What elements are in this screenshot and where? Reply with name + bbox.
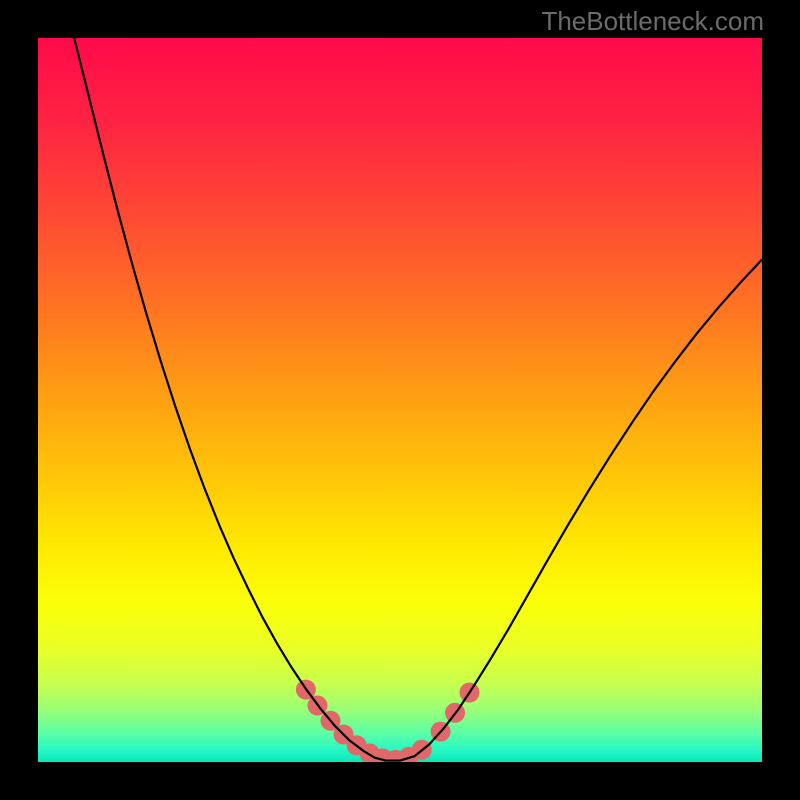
chart-stage: TheBottleneck.com bbox=[0, 0, 800, 800]
bottleneck-curve bbox=[74, 38, 762, 761]
watermark-text: TheBottleneck.com bbox=[541, 6, 764, 37]
plot-area bbox=[38, 38, 762, 762]
curve-layer bbox=[38, 38, 762, 762]
marker-group bbox=[296, 680, 480, 762]
